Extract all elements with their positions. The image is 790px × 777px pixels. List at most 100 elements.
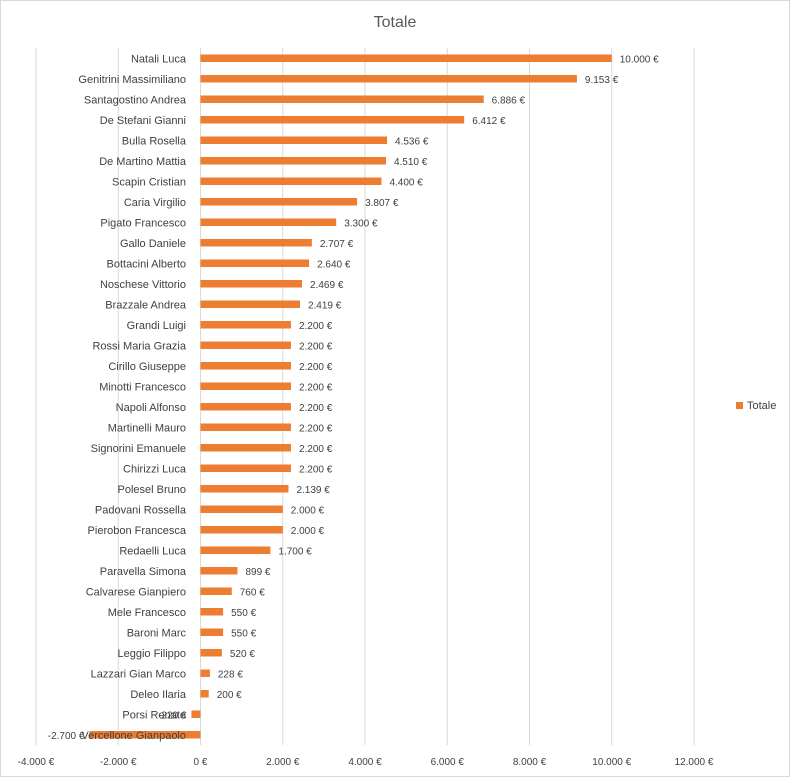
bar (200, 444, 291, 452)
legend-label: Totale (747, 400, 776, 412)
bar (200, 526, 283, 534)
category-label: Chirizzi Luca (123, 463, 187, 475)
data-label: 2.200 € (299, 444, 333, 455)
data-label: 6.412 € (472, 116, 506, 127)
data-label: 4.400 € (389, 177, 423, 188)
x-tick-label: 4.000 € (348, 757, 382, 768)
bar (200, 464, 291, 472)
bar (200, 608, 224, 616)
data-label: 4.536 € (395, 136, 429, 147)
bar (200, 649, 222, 657)
bar (89, 731, 201, 739)
data-label: 2.000 € (291, 526, 325, 537)
data-label: 2.200 € (299, 341, 333, 352)
category-label: Mele Francesco (108, 607, 186, 619)
data-label: 200 € (217, 690, 242, 701)
category-label: Brazzale Andrea (105, 299, 187, 311)
category-label: Grandi Luigi (127, 320, 186, 332)
data-label: 2.419 € (308, 300, 342, 311)
data-label: 1.700 € (278, 546, 312, 557)
category-label: Porsi Renato (122, 709, 186, 721)
data-label: 4.510 € (394, 157, 428, 168)
data-label: 550 € (231, 628, 256, 639)
x-tick-label: 10.000 € (592, 757, 631, 768)
category-label: Noschese Vittorio (100, 279, 186, 291)
data-label: 520 € (230, 649, 255, 660)
category-label: Polesel Bruno (118, 484, 187, 496)
data-label: 6.886 € (492, 95, 526, 106)
bar (200, 669, 210, 677)
x-tick-label: -4.000 € (18, 757, 55, 768)
data-label: 2.640 € (317, 259, 351, 270)
bar (200, 177, 382, 185)
bar (200, 54, 612, 62)
bar (200, 218, 337, 226)
category-label: Padovani Rossella (95, 504, 187, 516)
data-label: 2.200 € (299, 362, 333, 373)
category-label: Gallo Daniele (120, 238, 186, 250)
bar (200, 157, 386, 165)
bar (191, 710, 201, 718)
data-label: -220 € (158, 710, 187, 721)
category-label: Minotti Francesco (99, 381, 186, 393)
bar (200, 546, 271, 554)
data-label: 2.200 € (299, 403, 333, 414)
bar (200, 239, 312, 247)
data-label: 3.300 € (344, 218, 378, 229)
data-label: 899 € (245, 567, 270, 578)
data-label: 2.707 € (320, 239, 354, 250)
bar (200, 116, 465, 124)
category-label: Martinelli Mauro (108, 422, 186, 434)
category-label: Rossi Maria Grazia (92, 340, 186, 352)
bar (200, 567, 238, 575)
category-label: Genitrini Massimiliano (78, 74, 186, 86)
legend-swatch (736, 402, 743, 409)
category-label: Vercellone Gianpaolo (81, 730, 186, 742)
bar (200, 280, 303, 288)
data-label: 9.153 € (585, 75, 619, 86)
data-label: 760 € (240, 587, 265, 598)
data-label: 2.200 € (299, 423, 333, 434)
data-label: 228 € (218, 669, 243, 680)
x-tick-label: 6.000 € (431, 757, 465, 768)
data-label: 2.469 € (310, 280, 344, 291)
data-label: 10.000 € (620, 54, 659, 65)
bar (200, 259, 310, 267)
bar (200, 198, 358, 206)
category-label: Deleo Ilaria (130, 689, 187, 701)
bar (200, 300, 300, 308)
x-tick-label: -2.000 € (100, 757, 137, 768)
category-label: De Stefani Gianni (100, 115, 186, 127)
bar (200, 587, 232, 595)
bar (200, 362, 291, 370)
category-label: Paravella Simona (100, 566, 187, 578)
data-label: 2.200 € (299, 321, 333, 332)
bar (200, 75, 577, 83)
bar (200, 95, 484, 103)
bar (200, 628, 224, 636)
category-label: Baroni Marc (127, 627, 187, 639)
bar (200, 690, 209, 698)
bar (200, 321, 291, 329)
data-label: 2.200 € (299, 464, 333, 475)
category-label: Scapin Cristian (112, 176, 186, 188)
bar (200, 341, 291, 349)
category-label: Lazzari Gian Marco (91, 668, 186, 680)
category-label: Pigato Francesco (100, 217, 186, 229)
category-label: Signorini Emanuele (91, 443, 186, 455)
bar (200, 136, 388, 144)
data-label: 550 € (231, 608, 256, 619)
category-label: Napoli Alfonso (116, 402, 186, 414)
bar (200, 382, 291, 390)
category-label: Caria Virgilio (124, 197, 186, 209)
data-label: 2.200 € (299, 382, 333, 393)
bar (200, 423, 291, 431)
category-label: Redaelli Luca (119, 545, 187, 557)
bar (200, 505, 283, 513)
data-label: 2.000 € (291, 505, 325, 516)
category-label: De Martino Mattia (99, 156, 187, 168)
category-label: Cirillo Giuseppe (108, 361, 186, 373)
chart-title: Totale (374, 14, 417, 31)
